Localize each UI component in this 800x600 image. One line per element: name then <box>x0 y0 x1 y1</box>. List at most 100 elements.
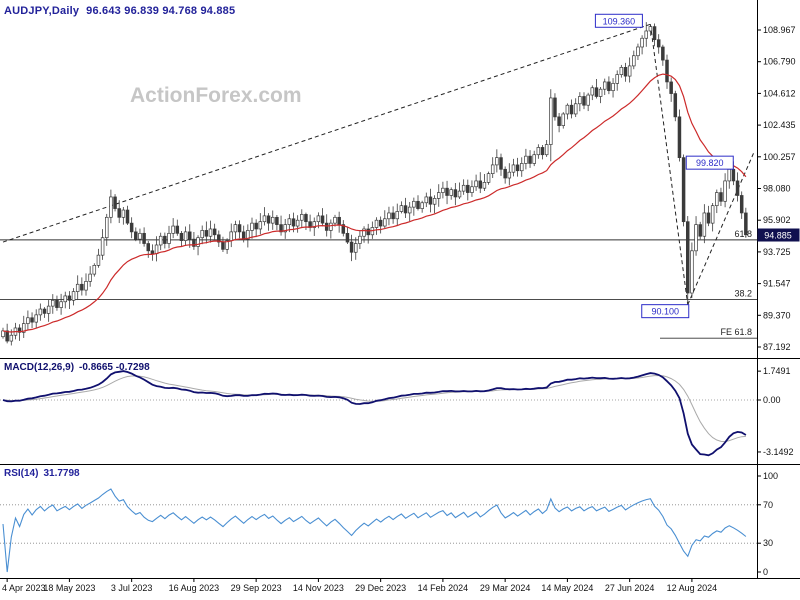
candle-body <box>22 323 26 333</box>
candle-body <box>59 301 63 308</box>
candle-body <box>739 195 744 214</box>
candle-body <box>445 187 449 196</box>
candle-body <box>457 190 462 198</box>
candle-body <box>34 314 38 323</box>
trendline[interactable] <box>2 23 651 243</box>
candle-body <box>138 232 142 240</box>
candle-body <box>109 196 113 218</box>
candle-body <box>275 216 279 225</box>
candle-body <box>632 55 636 67</box>
candle-body <box>129 222 134 233</box>
candle-body <box>611 83 615 92</box>
y-axis-label: 30 <box>763 538 773 548</box>
candle-body <box>453 189 458 198</box>
candle-body <box>175 225 180 234</box>
candle-body <box>615 74 619 84</box>
price-annotation-box[interactable] <box>685 155 734 170</box>
candle-body <box>690 250 694 294</box>
x-axis-label: 4 Apr 2023 <box>2 583 46 593</box>
candle-body <box>578 96 582 105</box>
candle-body <box>519 163 524 172</box>
candle-body <box>407 206 412 214</box>
candle-body <box>84 281 88 291</box>
macd-signal-line <box>2 374 746 443</box>
moving-average-line <box>2 73 747 333</box>
candle-body <box>179 232 184 241</box>
candle-body <box>9 334 14 342</box>
candle-body <box>602 81 607 90</box>
ohlc-values: 96.643 96.839 94.768 94.885 <box>86 5 236 17</box>
candle-body <box>304 214 308 223</box>
candle-body <box>710 205 715 224</box>
candle-body <box>55 299 59 308</box>
candle-body <box>619 67 624 75</box>
symbol-timeframe: AUDJPY,Daily <box>4 5 80 17</box>
candle-body <box>300 214 304 221</box>
candle-body <box>590 87 595 96</box>
candle-body <box>171 225 175 234</box>
candle-body <box>561 113 565 126</box>
candle-body <box>150 250 155 255</box>
candle-body <box>38 308 43 316</box>
candle-body <box>607 81 611 92</box>
y-axis-label: 98.080 <box>763 184 791 194</box>
price-annotation-box[interactable] <box>641 304 690 319</box>
candle-body <box>532 154 536 164</box>
macd-indicator-values: -0.8665 -0.7298 <box>79 362 150 373</box>
candle-body <box>333 216 337 224</box>
candle-body <box>424 196 429 204</box>
chart-title: AUDJPY,Daily 96.643 96.839 94.768 94.885 <box>4 5 242 17</box>
candle-body <box>366 228 370 236</box>
candle-body <box>320 215 325 224</box>
trendline[interactable] <box>649 24 689 305</box>
fib-levels: 61.8 38.2 FE 61.8 <box>0 229 757 339</box>
candle-body <box>694 224 698 252</box>
candle-body <box>345 232 350 243</box>
candle-body <box>698 224 702 237</box>
candles <box>1 22 748 346</box>
y-axis-label: 70 <box>763 500 773 510</box>
candle-body <box>125 209 130 224</box>
candle-body <box>482 182 487 189</box>
candle-body <box>677 116 682 158</box>
rsi-label: RSI(14) 31.7798 <box>4 468 85 479</box>
candle-body <box>656 39 661 48</box>
candle-body <box>163 235 167 244</box>
y-axis-label: 100 <box>763 471 778 481</box>
candle-body <box>241 231 246 240</box>
candle-body <box>158 235 163 246</box>
y-axis-label: 0.00 <box>763 395 781 405</box>
candle-body <box>208 228 213 237</box>
price-annotations: 109.360 99.820 90.100 <box>594 13 734 319</box>
candle-body <box>117 208 121 218</box>
candle-body <box>478 180 483 189</box>
candle-body <box>644 30 648 39</box>
current-price-box <box>757 228 800 242</box>
candle-body <box>490 164 495 174</box>
candle-body <box>432 198 437 205</box>
candle-body <box>549 97 553 145</box>
fib-level-label: FE 61.8 <box>720 327 752 337</box>
x-axis-label: 3 Jul 2023 <box>111 583 153 593</box>
candle-body <box>648 26 653 32</box>
candle-body <box>134 231 138 240</box>
candle-body <box>735 180 740 196</box>
candle-body <box>225 240 229 250</box>
candle-body <box>5 330 9 342</box>
y-axis-label: 104.612 <box>763 88 796 98</box>
candle-body <box>96 254 101 266</box>
candle-body <box>652 26 657 41</box>
candle-body <box>627 65 632 77</box>
candle-body <box>26 317 30 324</box>
candle-body <box>623 67 628 77</box>
candle-body <box>295 219 300 227</box>
candle-body <box>146 243 151 252</box>
candle-body <box>67 295 72 301</box>
price-annotation-text: 99.820 <box>696 158 724 168</box>
candle-body <box>279 224 283 233</box>
price-annotation-box[interactable] <box>594 13 643 28</box>
candle-body <box>188 231 192 240</box>
candle-body <box>474 180 478 188</box>
